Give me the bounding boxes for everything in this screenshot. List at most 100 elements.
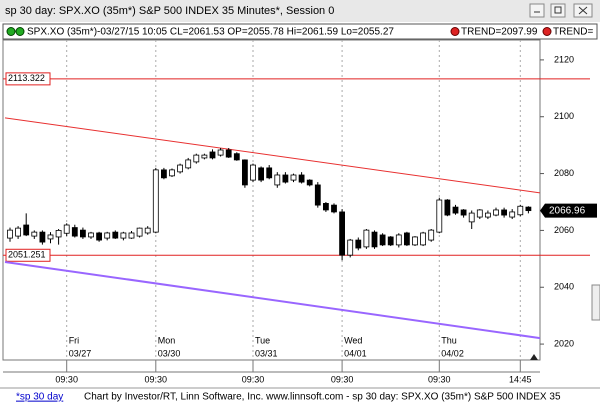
candle-body [128, 232, 135, 239]
x-day-label: Thu [441, 335, 457, 345]
candle-body [355, 239, 362, 249]
x-date-label: 03/31 [255, 348, 278, 358]
minimize-button[interactable] [529, 3, 545, 18]
x-time-label: 09:30 [145, 374, 168, 384]
x-time-label: 09:30 [242, 374, 265, 384]
icon [554, 6, 562, 14]
candle-body [31, 231, 38, 237]
status-dot [450, 27, 460, 36]
candle-body [266, 167, 273, 179]
candle-body [412, 236, 418, 246]
candle-body [104, 232, 111, 239]
candle-body [371, 231, 378, 248]
candle-body [484, 212, 491, 218]
candle-body [274, 174, 281, 186]
x-day-label: Mon [158, 335, 176, 345]
candle-body [331, 204, 337, 213]
candle-body [363, 229, 370, 248]
candle-body [96, 232, 102, 241]
status-bar [2, 23, 598, 40]
candle-body [250, 164, 256, 181]
trend-line [4, 260, 541, 340]
candle-body [225, 149, 232, 158]
footer-credit: Chart by Investor/RT, Linn Software, Inc… [84, 392, 561, 403]
candle-body [23, 224, 30, 236]
x-date-label: 03/30 [158, 348, 181, 358]
candle-body [428, 229, 435, 241]
trend-line [4, 117, 541, 194]
candle-body [282, 174, 289, 183]
candle-body [193, 154, 200, 163]
price-marker-arrow [540, 203, 545, 218]
candle-body [169, 169, 175, 177]
candle-body [241, 159, 248, 186]
x-day-label: Tue [255, 335, 270, 345]
candle-body [39, 231, 46, 243]
candle-body [217, 149, 224, 156]
candle-body [517, 205, 524, 216]
candle-body [339, 211, 346, 256]
price-marker-label: 2066.96 [549, 205, 586, 216]
x-time-label: 09:30 [428, 374, 451, 384]
candle-body [120, 232, 127, 239]
candle-body [347, 239, 354, 256]
y-tick-label: 2100 [554, 111, 574, 121]
candle-body [47, 234, 54, 240]
candle-body [452, 206, 459, 214]
x-day-label: Fri [69, 335, 80, 345]
status-text: SPX.XO (35m*)-03/27/15 10:05 CL=2061.53 … [27, 27, 394, 38]
candle-body [15, 227, 22, 237]
candle-body [160, 169, 167, 179]
candle-body [436, 199, 443, 233]
candle-body [444, 199, 451, 216]
candle-body [468, 212, 475, 223]
candle-body [379, 234, 386, 246]
scrollbar[interactable] [591, 284, 600, 321]
candle-body [55, 230, 62, 238]
trend-label: TREND=2097.99 [461, 27, 538, 38]
candle-body [290, 174, 297, 181]
candle-body [387, 236, 394, 246]
candle-body [144, 227, 151, 234]
x-date-label: 04/02 [441, 348, 464, 358]
candle-body [209, 151, 216, 159]
candle-body [395, 234, 402, 246]
level-label-box [5, 72, 51, 86]
candle-body [7, 229, 13, 239]
candle-body [298, 174, 305, 183]
candle-body [112, 231, 119, 239]
title-bar [0, 0, 600, 22]
candle-body [525, 206, 532, 212]
candle-body [420, 232, 427, 246]
y-tick-label: 2120 [554, 54, 574, 64]
plot-area [2, 39, 541, 361]
y-tick-label: 2040 [554, 282, 574, 292]
x-date-label: 03/27 [69, 348, 92, 358]
price-marker [545, 203, 597, 218]
level-label-box [5, 248, 51, 262]
status-dot [15, 27, 25, 36]
status-dot [6, 27, 16, 36]
candle-body [88, 232, 94, 238]
tab[interactable]: *sp 30 day [16, 392, 63, 403]
level-label: 2113.322 [8, 73, 45, 83]
candle-body [152, 169, 159, 233]
candle-body [71, 227, 78, 237]
candle-body [177, 164, 184, 173]
level-label: 2051.251 [8, 250, 46, 260]
candle-body [493, 209, 499, 216]
candle-body [201, 154, 208, 159]
candle-body [136, 227, 143, 237]
candle-body [233, 153, 240, 161]
window-title: sp 30 day: SPX.XO (35m*) S&P 500 INDEX 3… [5, 5, 334, 17]
x-time-label: 09:30 [331, 374, 354, 384]
candle-body [501, 209, 508, 216]
candle-body [460, 209, 467, 216]
candle-body [185, 159, 192, 169]
status-dot [542, 27, 552, 36]
x-time-label: 14:45 [509, 374, 532, 384]
candle-body [509, 211, 516, 218]
candle-body [403, 232, 410, 246]
maximize-button[interactable] [550, 3, 566, 18]
